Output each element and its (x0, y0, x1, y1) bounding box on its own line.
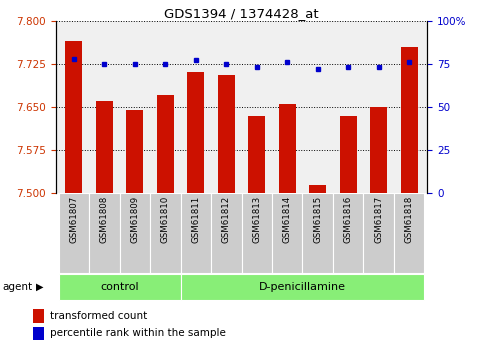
Text: GSM61816: GSM61816 (344, 196, 353, 243)
Text: GSM61814: GSM61814 (283, 196, 292, 243)
Bar (333, 193, 363, 273)
Bar (181, 274, 425, 300)
Text: GSM61808: GSM61808 (100, 196, 109, 243)
Text: percentile rank within the sample: percentile rank within the sample (50, 328, 226, 338)
Bar (363, 193, 394, 273)
Bar (340, 116, 356, 193)
Bar (187, 72, 204, 193)
Bar (127, 110, 143, 193)
Bar (302, 193, 333, 273)
Bar (66, 41, 82, 193)
Text: GSM61815: GSM61815 (313, 196, 322, 243)
Text: GSM61817: GSM61817 (374, 196, 383, 243)
Text: agent: agent (2, 282, 32, 292)
Bar (96, 101, 113, 193)
Text: D-penicillamine: D-penicillamine (259, 282, 346, 292)
Bar (33, 309, 44, 323)
Text: GSM61809: GSM61809 (130, 196, 139, 243)
Text: control: control (100, 282, 139, 292)
Bar (394, 193, 425, 273)
Text: GSM61818: GSM61818 (405, 196, 413, 243)
Bar (248, 116, 265, 193)
Bar (58, 274, 181, 300)
Bar (181, 193, 211, 273)
Bar (218, 75, 235, 193)
Bar (58, 193, 89, 273)
Bar (242, 193, 272, 273)
Bar (272, 193, 302, 273)
Bar (120, 193, 150, 273)
Text: GSM61812: GSM61812 (222, 196, 231, 243)
Text: GSM61813: GSM61813 (252, 196, 261, 243)
Bar (309, 185, 326, 193)
Bar (150, 193, 181, 273)
Bar (401, 47, 417, 193)
Text: GSM61807: GSM61807 (70, 196, 78, 243)
Bar (157, 96, 174, 193)
Bar (279, 104, 296, 193)
Title: GDS1394 / 1374428_at: GDS1394 / 1374428_at (164, 7, 319, 20)
Text: GSM61810: GSM61810 (161, 196, 170, 243)
Bar (33, 327, 44, 340)
Text: transformed count: transformed count (50, 311, 147, 321)
Text: GSM61811: GSM61811 (191, 196, 200, 243)
Bar (89, 193, 120, 273)
Bar (370, 107, 387, 193)
Text: ▶: ▶ (36, 282, 44, 292)
Bar (211, 193, 242, 273)
